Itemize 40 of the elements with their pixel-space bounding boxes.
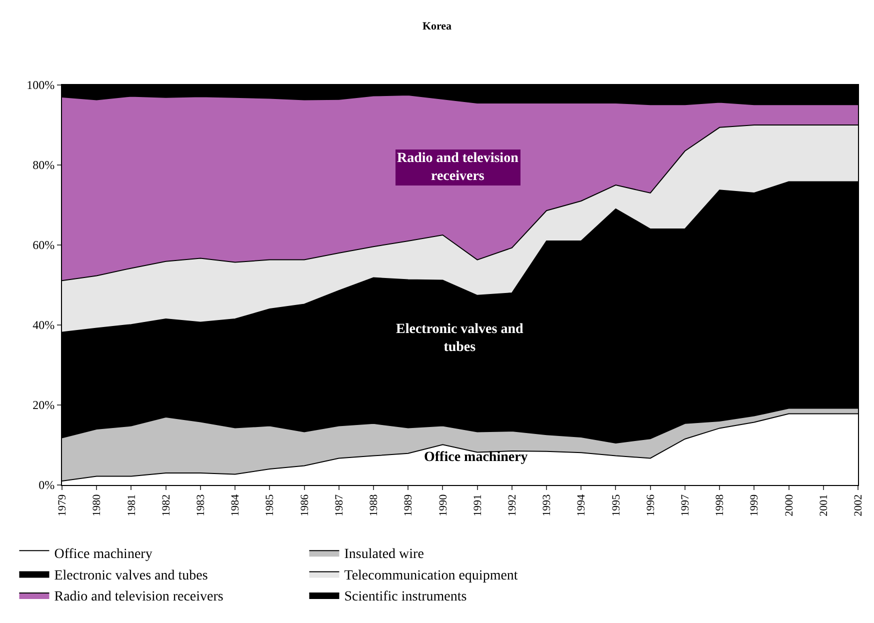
legend-label: Telecommunication equipment bbox=[344, 568, 518, 584]
annotation: Electronic valves and tubes bbox=[396, 322, 524, 356]
x-tick-label: 1987 bbox=[333, 494, 346, 516]
x-tick-label: 1983 bbox=[195, 494, 208, 516]
x-tick-label: 1980 bbox=[91, 494, 104, 516]
x-tick-label: 1993 bbox=[541, 494, 554, 516]
x-tick-label: 1997 bbox=[680, 494, 692, 516]
x-tick-label: 1985 bbox=[264, 494, 276, 516]
x-tick-label: 1981 bbox=[126, 494, 138, 516]
x-tick-label: 1998 bbox=[714, 494, 726, 516]
x-tick-label: 1990 bbox=[437, 494, 450, 516]
legend-label: Scientific instruments bbox=[344, 589, 467, 604]
y-tick-label: 100% bbox=[26, 78, 55, 92]
x-tick-label: 1979 bbox=[56, 494, 69, 516]
x-tick-label: 2000 bbox=[783, 494, 796, 516]
legend-label: Insulated wire bbox=[344, 547, 424, 562]
annotation: Office machinery bbox=[424, 450, 528, 465]
legend-label: Radio and television receivers bbox=[54, 589, 224, 604]
legend-label: Office machinery bbox=[54, 547, 152, 562]
x-tick-label: 1989 bbox=[402, 494, 415, 516]
legend-label: Electronic valves and tubes bbox=[54, 568, 208, 584]
x-tick-label: 2001 bbox=[818, 494, 830, 516]
x-tick-label: 1982 bbox=[160, 494, 172, 516]
y-tick-label: 0% bbox=[38, 478, 55, 492]
x-tick-label: 2002 bbox=[852, 494, 865, 516]
x-tick-label: 1992 bbox=[506, 494, 518, 516]
x-tick-label: 1988 bbox=[368, 494, 380, 516]
annotation: Radio and television receivers bbox=[397, 151, 519, 184]
y-tick-label: 60% bbox=[32, 238, 55, 252]
x-tick-label: 1984 bbox=[230, 494, 242, 516]
y-tick-label: 40% bbox=[32, 318, 55, 332]
x-tick-label: 1996 bbox=[644, 494, 657, 516]
x-tick-label: 1995 bbox=[610, 494, 622, 516]
x-tick-label: 1994 bbox=[576, 494, 588, 516]
x-tick-label: 1999 bbox=[748, 494, 761, 516]
y-tick-label: 80% bbox=[32, 158, 55, 172]
x-tick-label: 1991 bbox=[472, 494, 484, 516]
x-tick-label: 1986 bbox=[298, 494, 311, 516]
chart-title: Korea bbox=[422, 20, 452, 33]
y-tick-label: 20% bbox=[32, 398, 55, 412]
